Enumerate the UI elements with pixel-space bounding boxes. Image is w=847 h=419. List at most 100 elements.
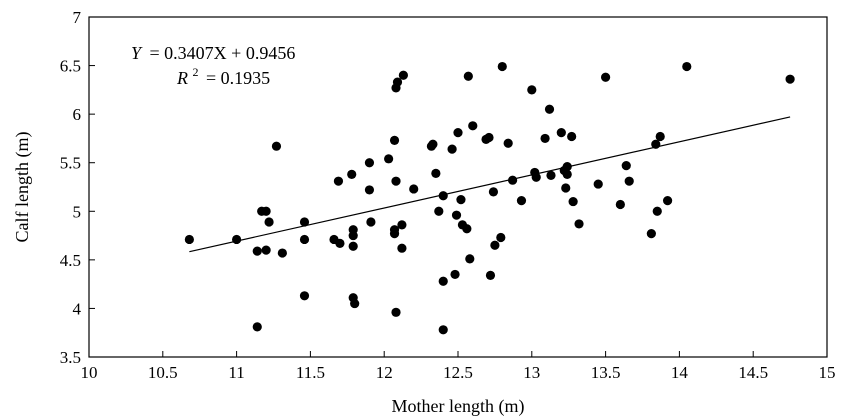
data-point — [252, 322, 262, 332]
x-tick-label: 12.5 — [443, 363, 473, 382]
data-point — [601, 72, 611, 82]
y-tick-label: 6.5 — [60, 57, 81, 76]
data-point — [621, 161, 631, 171]
y-tick-label: 7 — [73, 8, 82, 27]
data-point — [451, 210, 462, 220]
data-point — [567, 131, 577, 142]
r2-exponent: 2 — [193, 65, 199, 79]
data-point — [652, 206, 662, 216]
data-point — [431, 168, 441, 178]
data-point — [624, 176, 634, 186]
x-tick-label: 12 — [376, 363, 393, 382]
data-point — [428, 139, 438, 149]
data-point — [271, 141, 282, 151]
data-point — [561, 183, 571, 193]
x-tick-label: 15 — [819, 363, 836, 382]
data-point — [232, 234, 242, 245]
data-point — [299, 217, 310, 227]
data-point — [335, 238, 345, 248]
data-point — [516, 196, 527, 206]
data-point — [333, 176, 344, 186]
x-tick-label: 10.5 — [148, 363, 178, 382]
data-point — [785, 74, 795, 84]
data-point — [184, 234, 194, 245]
data-point — [488, 187, 499, 197]
regression-equation: Y = 0.3407X + 0.9456 — [131, 43, 295, 63]
data-point — [261, 245, 271, 255]
data-point — [384, 154, 394, 164]
x-tick-label: 14.5 — [738, 363, 768, 382]
data-point — [397, 243, 407, 253]
data-point — [366, 217, 376, 227]
data-point — [391, 307, 401, 317]
data-point — [568, 196, 578, 207]
data-points — [184, 61, 795, 335]
data-point — [264, 217, 274, 227]
x-tick-label: 13 — [523, 363, 540, 382]
x-axis-label: Mother length (m) — [392, 396, 525, 417]
y-tick-label: 6 — [73, 105, 82, 124]
data-point — [456, 195, 466, 205]
y-tick-label: 5 — [73, 202, 82, 221]
y-tick-label: 5.5 — [60, 154, 81, 173]
data-point — [531, 172, 541, 182]
y-axis-label: Calf length (m) — [12, 132, 33, 243]
data-point — [497, 61, 507, 72]
data-point — [527, 85, 537, 95]
data-point — [651, 139, 661, 149]
data-point — [438, 276, 448, 286]
data-point — [398, 70, 408, 80]
data-point — [261, 206, 271, 216]
data-point — [453, 128, 463, 138]
data-point — [299, 234, 310, 245]
data-point — [397, 220, 407, 230]
data-point — [615, 199, 625, 210]
x-tick-label: 11 — [228, 363, 244, 382]
data-point — [389, 135, 400, 145]
data-point — [655, 131, 665, 142]
x-tick-label: 14 — [671, 363, 689, 382]
data-point — [438, 325, 448, 335]
axis-ticks: 10 10.5 11 11.5 12 12.5 13 13.5 14 14.5 15 3.5 4 4.5 5… — [60, 8, 836, 382]
data-point — [438, 191, 448, 201]
r2-symbol: R — [176, 68, 188, 88]
data-point — [556, 128, 566, 138]
y-tick-label: 3.5 — [60, 348, 81, 367]
data-point — [463, 71, 473, 81]
data-point — [389, 229, 400, 239]
data-point — [434, 206, 444, 216]
data-point — [391, 176, 401, 186]
data-point — [277, 248, 287, 258]
data-point — [490, 240, 500, 250]
y-tick-label: 4 — [73, 299, 82, 318]
data-point — [574, 219, 584, 229]
data-point — [682, 61, 692, 72]
data-point — [485, 270, 496, 280]
data-point — [562, 162, 572, 172]
data-point — [462, 224, 472, 234]
trendline-path — [189, 116, 791, 253]
data-point — [562, 169, 572, 179]
equation-rhs: = 0.3407X + 0.9456 — [150, 43, 296, 63]
data-point — [364, 158, 375, 168]
x-tick-label: 10 — [81, 363, 98, 382]
x-tick-label: 11.5 — [296, 363, 325, 382]
data-point — [465, 254, 475, 264]
data-point — [496, 232, 506, 243]
data-point — [484, 132, 494, 143]
data-point — [299, 291, 310, 301]
data-point — [350, 298, 360, 309]
data-point — [468, 121, 478, 131]
data-point — [540, 133, 550, 144]
data-point — [392, 77, 403, 87]
r-squared: R 2 = 0.1935 — [176, 60, 270, 88]
data-point — [347, 169, 357, 179]
r2-value: = 0.1935 — [206, 68, 270, 88]
data-point — [593, 179, 603, 189]
data-point — [348, 241, 358, 251]
data-point — [409, 184, 419, 194]
data-point — [662, 196, 673, 206]
data-point — [348, 230, 358, 241]
equation-lhs: Y — [131, 43, 143, 63]
